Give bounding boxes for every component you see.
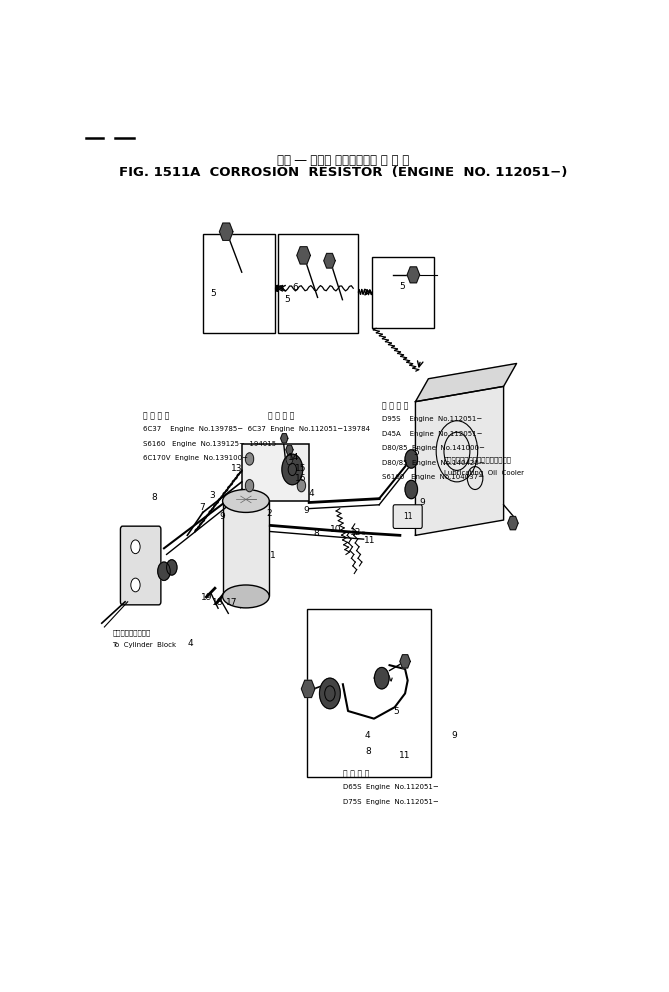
- Text: D80/85  Engine  No.140420−: D80/85 Engine No.140420−: [382, 459, 484, 465]
- Circle shape: [131, 540, 140, 554]
- Text: 適 用 号 機: 適 用 号 機: [143, 412, 170, 421]
- Bar: [203, 234, 276, 333]
- Text: D45A    Engine  No.112051−: D45A Engine No.112051−: [382, 431, 482, 436]
- Text: コロ ― ジョン レジスタ　適 用 号 機: コロ ― ジョン レジスタ 適 用 号 機: [277, 154, 409, 167]
- Text: 18: 18: [211, 598, 223, 607]
- Text: 2: 2: [266, 509, 272, 518]
- Circle shape: [405, 449, 417, 468]
- Text: D65S  Engine  No.112051−: D65S Engine No.112051−: [343, 785, 439, 791]
- Text: 6C170V  Engine  No.139100−: 6C170V Engine No.139100−: [143, 455, 248, 461]
- Text: 14: 14: [288, 453, 300, 462]
- Text: 19: 19: [201, 592, 213, 602]
- Text: 5: 5: [393, 706, 399, 715]
- Text: 3: 3: [209, 491, 215, 500]
- Polygon shape: [286, 445, 293, 454]
- Bar: [372, 257, 434, 328]
- Text: 11: 11: [363, 537, 375, 546]
- Text: 8: 8: [365, 747, 371, 756]
- Polygon shape: [407, 267, 419, 283]
- Circle shape: [158, 562, 170, 580]
- Text: 17: 17: [225, 598, 237, 607]
- Circle shape: [320, 679, 341, 708]
- Text: S6160   Engine  No.104037−: S6160 Engine No.104037−: [382, 474, 484, 480]
- Polygon shape: [415, 363, 516, 402]
- Text: 4: 4: [309, 489, 314, 498]
- Text: 8: 8: [151, 493, 157, 502]
- Circle shape: [131, 578, 140, 592]
- Text: 6C37    Engine  No.139785−  6C37  Engine  No.112051−139784: 6C37 Engine No.139785− 6C37 Engine No.11…: [143, 427, 370, 433]
- Ellipse shape: [223, 585, 269, 608]
- Circle shape: [288, 463, 296, 475]
- Text: 1: 1: [270, 552, 276, 560]
- Text: 13: 13: [231, 464, 242, 473]
- Text: 5: 5: [413, 448, 419, 457]
- Bar: [223, 501, 269, 596]
- Text: 8: 8: [313, 530, 318, 539]
- Text: Lubricating  Oil  Cooler: Lubricating Oil Cooler: [444, 469, 524, 475]
- Text: 9: 9: [304, 506, 310, 515]
- Text: D95S    Engine  No.112051−: D95S Engine No.112051−: [382, 417, 482, 423]
- Text: 5: 5: [210, 290, 215, 299]
- Text: 6: 6: [292, 283, 298, 292]
- Text: 9: 9: [219, 512, 225, 521]
- Text: 4: 4: [365, 731, 371, 740]
- Text: 適 用 号 機: 適 用 号 機: [268, 412, 294, 421]
- Text: D75S  Engine  No.112051−: D75S Engine No.112051−: [343, 799, 439, 805]
- Text: FIG. 1511A  CORROSION  RESISTOR  (ENGINE  NO. 112051−): FIG. 1511A CORROSION RESISTOR (ENGINE NO…: [118, 166, 567, 179]
- Polygon shape: [400, 655, 410, 668]
- Text: 11: 11: [399, 751, 410, 760]
- Circle shape: [167, 559, 177, 575]
- Text: 9: 9: [452, 731, 457, 740]
- Text: 16: 16: [295, 473, 306, 482]
- FancyBboxPatch shape: [242, 443, 309, 501]
- Bar: [278, 234, 359, 333]
- FancyBboxPatch shape: [120, 526, 161, 605]
- Circle shape: [375, 668, 389, 688]
- Polygon shape: [324, 253, 335, 268]
- Text: 4: 4: [187, 639, 193, 649]
- Text: ルブリケーティングオイルクーラー: ルブリケーティングオイルクーラー: [444, 456, 512, 463]
- Text: 5: 5: [399, 282, 405, 291]
- Text: D80/85  Engine  No.141000−: D80/85 Engine No.141000−: [382, 445, 484, 451]
- Text: 9: 9: [420, 498, 425, 507]
- Text: To  Cylinder  Block: To Cylinder Block: [112, 642, 176, 648]
- Text: 5: 5: [284, 295, 290, 304]
- Polygon shape: [415, 387, 504, 536]
- Text: シリンダブロックへ: シリンダブロックへ: [112, 629, 151, 636]
- Circle shape: [405, 480, 417, 499]
- Text: 12: 12: [350, 528, 361, 537]
- Text: 15: 15: [295, 463, 306, 472]
- Circle shape: [282, 454, 302, 485]
- Polygon shape: [301, 681, 315, 697]
- Text: 適 用 号 機: 適 用 号 機: [382, 402, 408, 411]
- Polygon shape: [281, 434, 288, 443]
- Polygon shape: [508, 517, 518, 530]
- Circle shape: [297, 479, 306, 492]
- Text: 10: 10: [330, 526, 342, 535]
- Bar: [306, 609, 431, 778]
- Circle shape: [246, 479, 254, 492]
- Text: 7: 7: [199, 503, 205, 512]
- Text: S6160   Engine  No.139125−  194015: S6160 Engine No.139125− 194015: [143, 440, 276, 446]
- Ellipse shape: [223, 489, 269, 513]
- Polygon shape: [219, 223, 233, 240]
- Text: 11: 11: [403, 512, 412, 521]
- Polygon shape: [286, 455, 293, 464]
- Circle shape: [246, 452, 254, 465]
- FancyBboxPatch shape: [393, 505, 422, 529]
- Circle shape: [324, 685, 335, 701]
- Polygon shape: [297, 247, 310, 264]
- Text: 適 用 号 機: 適 用 号 機: [343, 770, 369, 779]
